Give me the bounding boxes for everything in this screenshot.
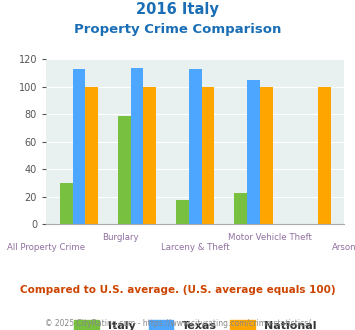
Bar: [85, 87, 98, 224]
Bar: [72, 69, 85, 224]
Bar: [143, 87, 156, 224]
Text: Burglary: Burglary: [102, 233, 139, 242]
Text: Motor Vehicle Theft: Motor Vehicle Theft: [228, 233, 312, 242]
Bar: [202, 87, 214, 224]
Bar: [131, 68, 143, 224]
Text: © 2025 CityRating.com - https://www.cityrating.com/crime-statistics/: © 2025 CityRating.com - https://www.city…: [45, 319, 310, 328]
Text: Property Crime Comparison: Property Crime Comparison: [74, 23, 281, 36]
Bar: [176, 200, 189, 224]
Bar: [247, 80, 260, 224]
Bar: [189, 69, 202, 224]
Text: Compared to U.S. average. (U.S. average equals 100): Compared to U.S. average. (U.S. average …: [20, 285, 335, 295]
Bar: [234, 193, 247, 224]
Bar: [318, 87, 331, 224]
Bar: [118, 116, 131, 224]
Text: All Property Crime: All Property Crime: [7, 243, 85, 251]
Legend: Italy, Texas, National: Italy, Texas, National: [70, 316, 321, 330]
Text: Arson: Arson: [332, 243, 355, 251]
Bar: [60, 183, 72, 224]
Text: 2016 Italy: 2016 Italy: [136, 2, 219, 16]
Text: Larceny & Theft: Larceny & Theft: [161, 243, 230, 251]
Bar: [260, 87, 273, 224]
